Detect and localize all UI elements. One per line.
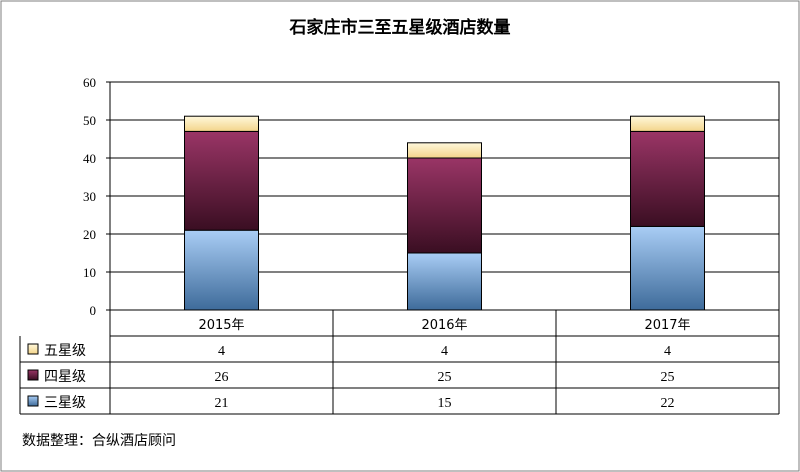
data-label: 4 <box>664 344 671 359</box>
legend-swatch-four-star <box>27 369 39 381</box>
data-label: 22 <box>661 396 675 411</box>
bar-five-star-1 <box>184 115 259 132</box>
y-tick-label: 20 <box>83 227 96 242</box>
bar-five-star-3 <box>630 115 705 132</box>
y-tick-label: 40 <box>83 151 96 166</box>
y-tick-label: 50 <box>83 113 96 128</box>
legend-swatch-three-star <box>27 395 39 407</box>
data-label: 21 <box>215 396 229 411</box>
data-label: 4 <box>441 344 448 359</box>
data-label: 15 <box>438 396 452 411</box>
data-label: 26 <box>215 370 229 385</box>
bar-three-star-3 <box>630 225 705 311</box>
bar-five-star-2 <box>407 142 482 159</box>
bars <box>184 115 705 311</box>
legend-swatch-five-star <box>27 343 39 355</box>
y-tick-label: 30 <box>83 189 96 204</box>
legend-label: 四星级 <box>44 369 86 385</box>
category-label: 2016年 <box>421 318 467 333</box>
bar-three-star-2 <box>407 252 482 311</box>
y-tick-label: 0 <box>90 303 97 318</box>
bar-three-star-1 <box>184 229 259 311</box>
data-label: 4 <box>218 344 225 359</box>
data-label: 25 <box>438 370 452 385</box>
category-label: 2015年 <box>198 318 244 333</box>
bar-four-star-3 <box>630 130 705 227</box>
y-tick-label: 60 <box>83 75 96 90</box>
y-tick-label: 10 <box>83 265 96 280</box>
legend-label: 五星级 <box>44 343 86 359</box>
data-label: 25 <box>661 370 675 385</box>
bar-four-star-1 <box>184 130 259 231</box>
bar-four-star-2 <box>407 157 482 254</box>
legend-label: 三星级 <box>44 395 86 411</box>
chart-title: 石家庄市三至五星级酒店数量 <box>289 17 511 38</box>
category-label: 2017年 <box>644 318 690 333</box>
y-axis-ticks: 0 10 20 30 40 50 60 <box>83 75 96 318</box>
source-note: 数据整理：合纵酒店顾问 <box>22 433 176 449</box>
